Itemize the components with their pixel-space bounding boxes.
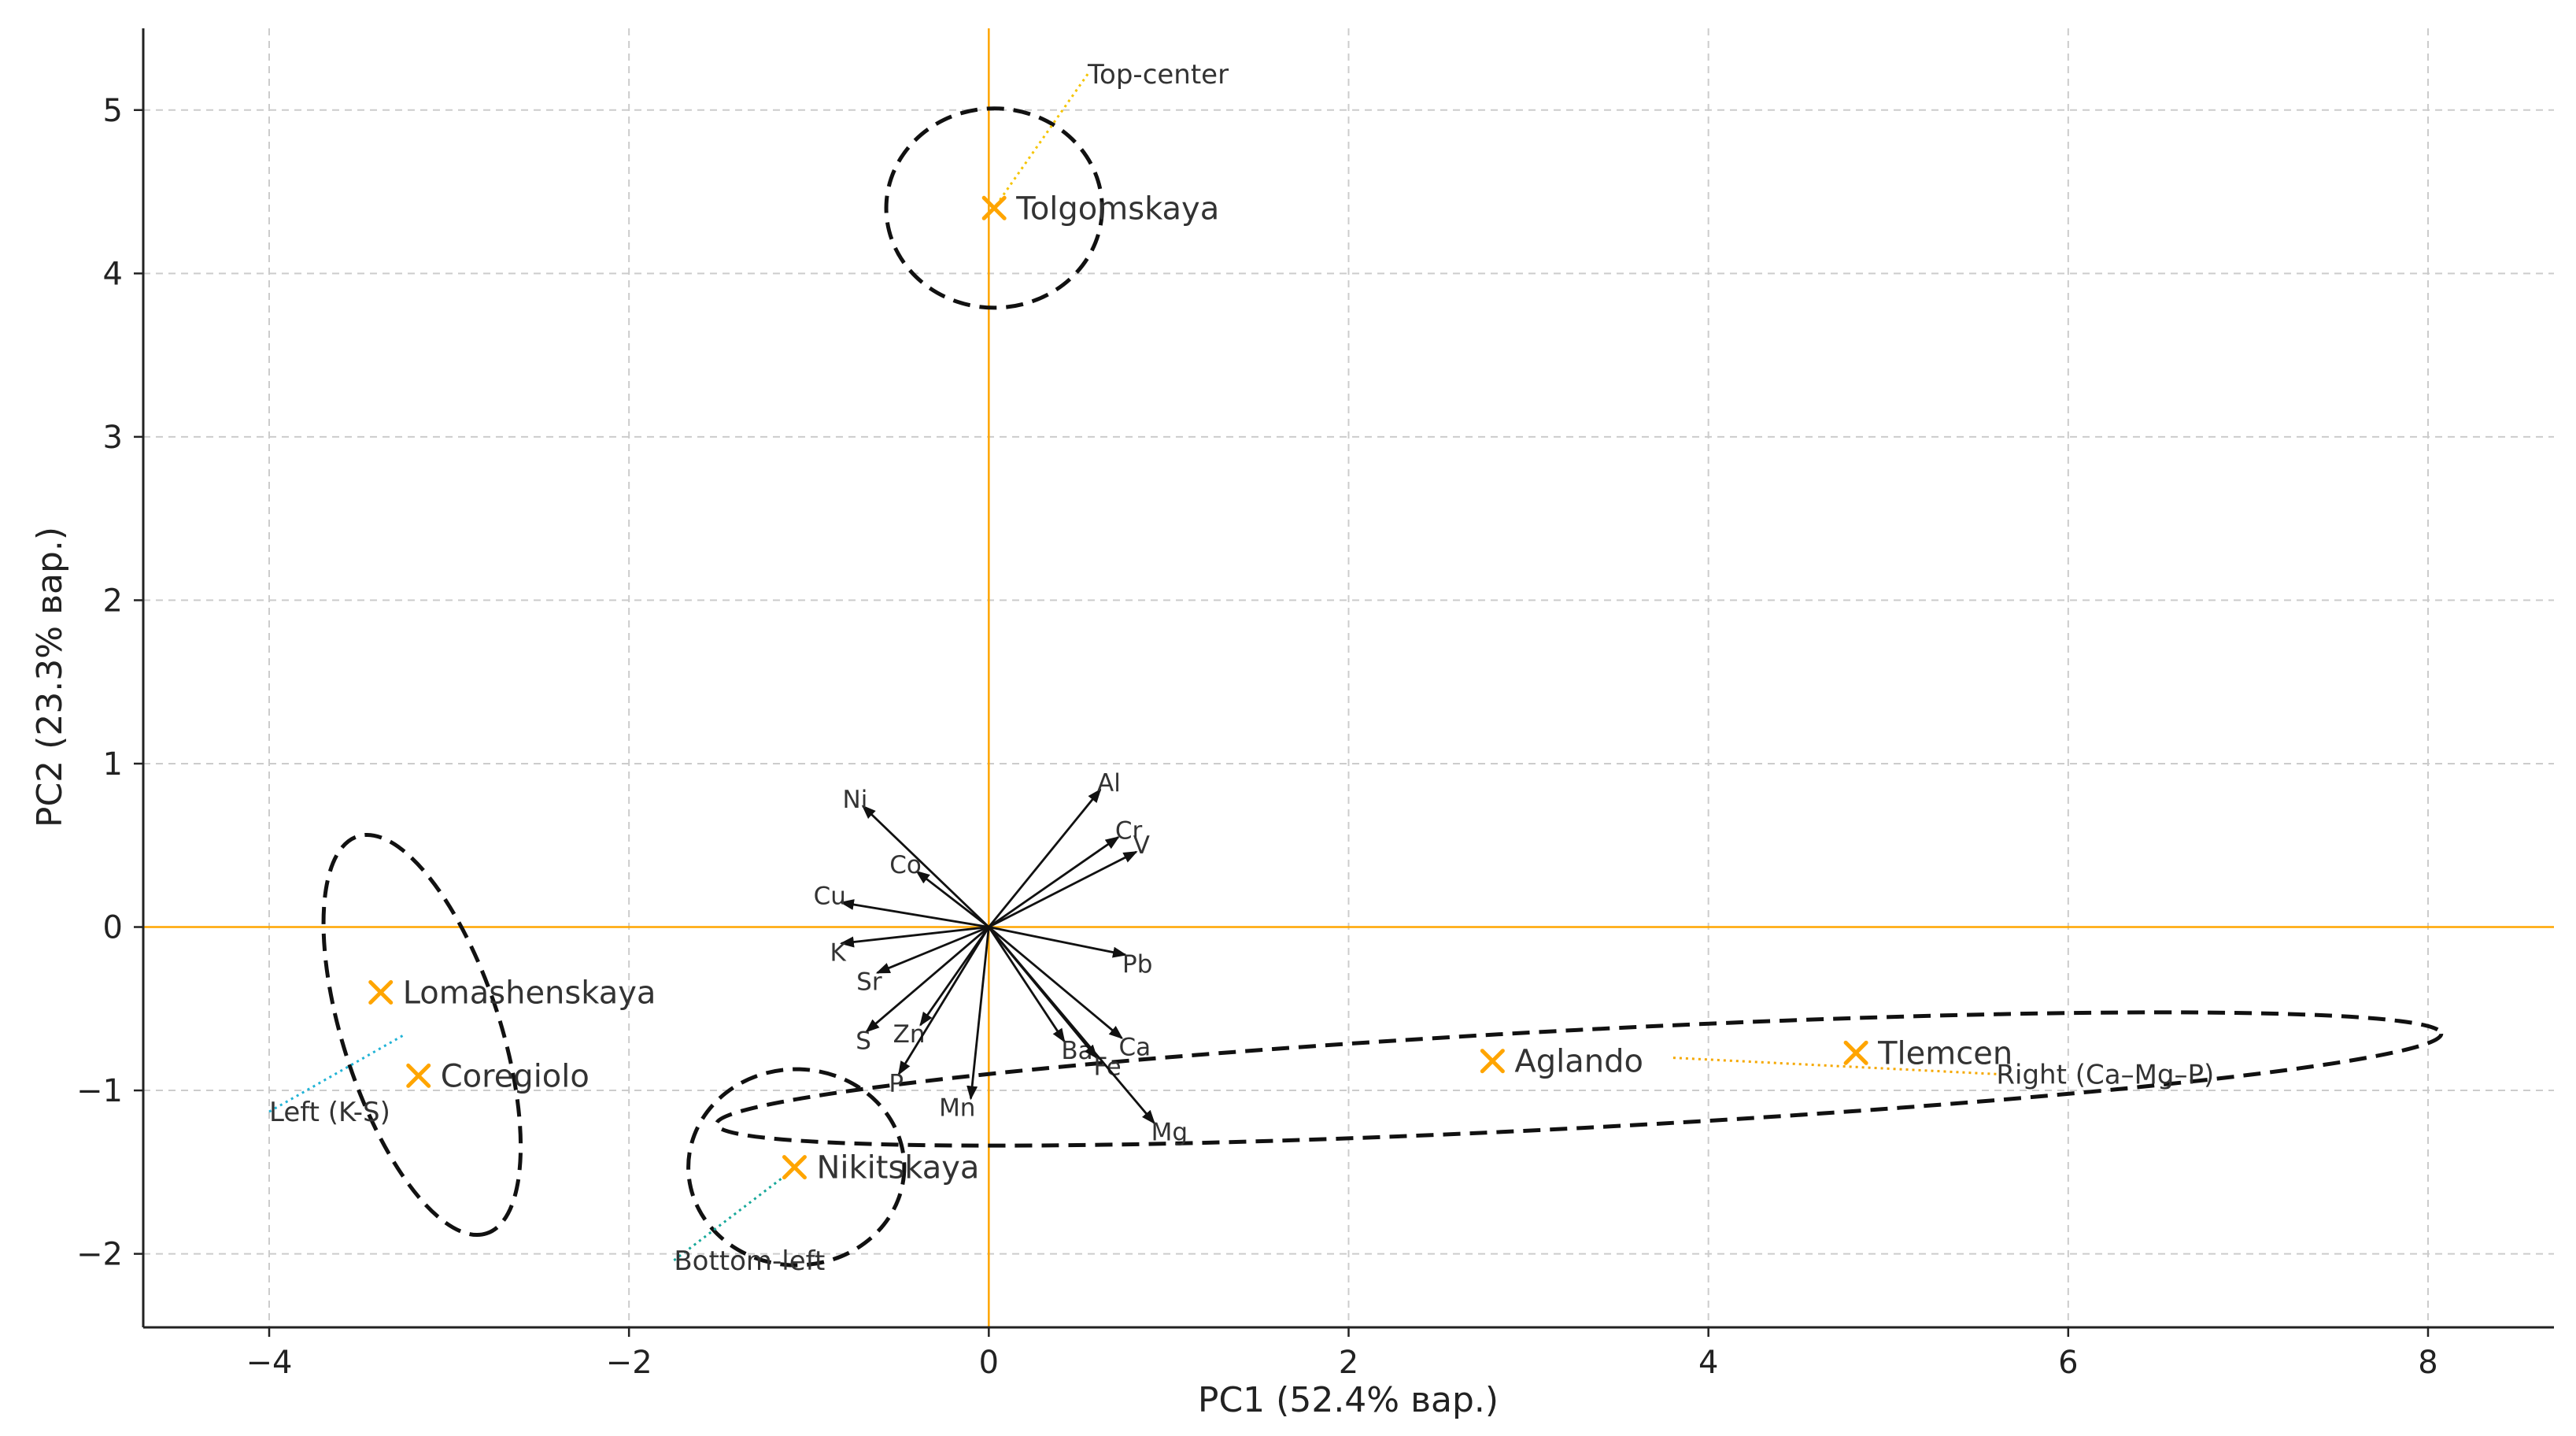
loading-label: Pb bbox=[1122, 950, 1152, 979]
cluster-ellipse bbox=[714, 1010, 2444, 1148]
loading-arrow bbox=[988, 850, 1138, 928]
loading-arrow bbox=[988, 926, 1066, 1043]
annotation-leader-line bbox=[268, 1034, 405, 1113]
loading-arrow bbox=[865, 926, 990, 1033]
loading-label: Ba bbox=[1061, 1037, 1092, 1065]
loading-label: S bbox=[856, 1027, 871, 1055]
loading-label: Sr bbox=[856, 968, 882, 997]
loading-arrow bbox=[988, 788, 1102, 928]
loading-label: Zn bbox=[893, 1020, 926, 1049]
group-ellipses bbox=[321, 106, 2444, 1268]
sample-label: Lomashenskaya bbox=[403, 975, 656, 1012]
annotation-label: Right (Ca–Mg–P) bbox=[1996, 1059, 2214, 1090]
loading-label: Cr bbox=[1115, 816, 1143, 845]
x-tick-label: 8 bbox=[2418, 1345, 2437, 1381]
x-tick-label: 2 bbox=[1339, 1345, 1358, 1381]
loading-arrow bbox=[861, 805, 990, 928]
cluster-ellipse bbox=[321, 832, 523, 1238]
y-tick-label: 5 bbox=[103, 93, 123, 129]
sample-marker bbox=[981, 195, 1007, 220]
marker-stroke bbox=[368, 980, 394, 1005]
x-tick-label: 0 bbox=[979, 1345, 999, 1381]
x-tick-label: 4 bbox=[1698, 1345, 1718, 1381]
loading-label: Mn bbox=[939, 1094, 975, 1122]
cluster-ellipse bbox=[884, 106, 1104, 310]
x-axis-title: PC1 (52.4% вар.) bbox=[1198, 1380, 1499, 1420]
loading-arrow bbox=[919, 926, 990, 1027]
annotation-leader-line bbox=[673, 1166, 797, 1262]
x-tick-label: −2 bbox=[606, 1345, 652, 1381]
loading-label: P bbox=[889, 1069, 904, 1097]
loading-arrow bbox=[988, 836, 1120, 928]
y-tick-label: −1 bbox=[76, 1073, 123, 1109]
loading-arrow bbox=[897, 926, 990, 1076]
group-annotations: Top-center Left (K-S) Bottom-left Right (Ca… bbox=[268, 59, 2214, 1277]
loading-label: Cu bbox=[814, 882, 846, 910]
y-tick-label: 0 bbox=[103, 910, 123, 946]
loading-label: Mg bbox=[1151, 1119, 1188, 1147]
loading-arrow bbox=[988, 926, 1124, 1039]
grid bbox=[143, 28, 2554, 1327]
sample-points: Tolgomskaya Lomashenskaya Coregiolo Nikitsk… bbox=[368, 191, 2012, 1186]
loading-arrow bbox=[839, 899, 989, 928]
x-tick-label: −4 bbox=[246, 1345, 293, 1381]
sample-label: Nikitskaya bbox=[816, 1150, 979, 1186]
loading-label: Ni bbox=[843, 786, 868, 814]
marker-stroke bbox=[981, 195, 1007, 220]
sample-label: Aglando bbox=[1514, 1044, 1643, 1080]
loading-arrow bbox=[839, 926, 989, 948]
sample-label: Tlemcen bbox=[1877, 1035, 2012, 1071]
sample-marker bbox=[782, 1155, 807, 1180]
annotation-label: Left (K-S) bbox=[269, 1097, 390, 1128]
annotation-label: Bottom-left bbox=[674, 1245, 825, 1277]
marker-stroke bbox=[782, 1155, 807, 1180]
cluster-ellipse bbox=[686, 1067, 907, 1268]
origin-lines bbox=[143, 28, 2554, 1327]
y-tick-label: 3 bbox=[103, 420, 123, 456]
loading-label: Co bbox=[889, 851, 922, 879]
axes: −4 −2 0 2 4 6 8 −2 −1 0 1 2 3 4 5 bbox=[76, 28, 2554, 1381]
loading-label: Al bbox=[1097, 769, 1121, 798]
loading-arrow bbox=[966, 927, 990, 1101]
x-tick-label: 6 bbox=[2058, 1345, 2078, 1381]
sample-label: Tolgomskaya bbox=[1015, 191, 1219, 227]
sample-marker bbox=[1480, 1049, 1505, 1074]
loading-vectors: AlCrVNiCoCuKPbSrSZnPMnBaFeCaMg bbox=[814, 769, 1188, 1146]
loading-arrow bbox=[915, 870, 990, 928]
loading-label: K bbox=[830, 938, 847, 967]
loading-label: Ca bbox=[1118, 1034, 1151, 1062]
marker-stroke bbox=[406, 1063, 431, 1088]
loading-arrow bbox=[989, 926, 1128, 958]
y-tick-label: −2 bbox=[76, 1237, 123, 1273]
y-tick-label: 1 bbox=[103, 746, 123, 783]
sample-marker bbox=[406, 1063, 431, 1088]
annotation-label: Top-center bbox=[1087, 59, 1229, 91]
sample-label: Coregiolo bbox=[441, 1058, 589, 1094]
loading-arrow bbox=[875, 926, 989, 974]
sample-marker bbox=[368, 980, 394, 1005]
marker-stroke bbox=[1480, 1049, 1505, 1074]
y-tick-label: 2 bbox=[103, 583, 123, 619]
annotation-leader-line bbox=[992, 73, 1089, 209]
y-tick-label: 4 bbox=[103, 256, 123, 292]
loading-label: V bbox=[1133, 831, 1150, 860]
loading-arrow bbox=[988, 926, 1155, 1125]
y-axis-title: PC2 (23.3% вар.) bbox=[30, 527, 70, 827]
marker-stroke bbox=[1843, 1040, 1868, 1065]
sample-marker bbox=[1843, 1040, 1868, 1065]
